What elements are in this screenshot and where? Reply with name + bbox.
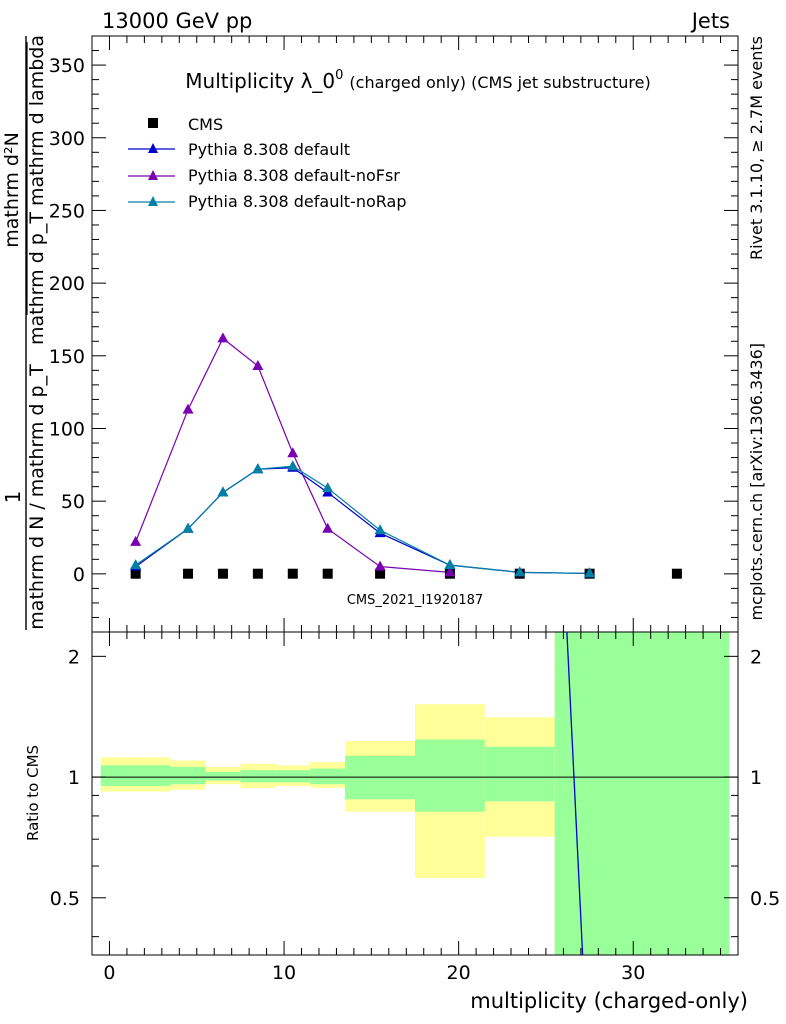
legend-marker-nofsr — [148, 170, 158, 180]
plot-title-main: Multiplicity λ_0 — [185, 69, 335, 93]
series-marker-2 — [584, 567, 596, 578]
ratio-tick-label-right: 1 — [750, 767, 762, 789]
y-tick-label: 150 — [49, 346, 85, 368]
series-marker-2 — [444, 559, 456, 570]
y-axis-label-main: 1 mathrm d N / mathrm d p_T mathrm d²N m… — [1, 35, 48, 630]
y-tick-label: 0 — [73, 564, 85, 586]
series-marker-2 — [322, 482, 334, 493]
series-marker-2 — [182, 522, 194, 533]
ratio-band-green — [170, 766, 206, 785]
y-tick-label: 50 — [61, 491, 85, 513]
ratio-band-green — [275, 770, 311, 783]
legend-label-default: Pythia 8.308 default — [188, 140, 350, 159]
series-marker-2 — [287, 460, 299, 471]
ratio-tick-label-right: 0.5 — [750, 888, 780, 910]
header-right: Jets — [690, 9, 730, 33]
data-point-cms — [287, 568, 298, 579]
series-marker-1 — [182, 403, 194, 414]
y-tick-label: 250 — [49, 200, 85, 222]
y-tick-label: 200 — [49, 273, 85, 295]
ratio-line-default — [566, 631, 584, 956]
x-tick-label: 20 — [447, 962, 471, 984]
plot-title-sup: 0 — [335, 68, 343, 83]
y-label-fraction-denominator: mathrm d N / mathrm d p_T — [26, 364, 48, 630]
series-marker-2 — [374, 524, 386, 535]
ratio-band-green — [100, 765, 171, 786]
series-line-0 — [135, 467, 590, 575]
ratio-plot-frame — [91, 631, 739, 956]
mcplots-label: mcplots.cern.ch [arXiv:1306.3436] — [747, 343, 766, 620]
y-tick-label: 300 — [49, 128, 85, 150]
ratio-tick-label-right: 2 — [750, 646, 762, 668]
data-point-cms — [375, 568, 386, 579]
data-point-cms — [183, 568, 194, 579]
series-marker-1 — [374, 560, 386, 571]
series-marker-1 — [252, 359, 264, 370]
data-point-cms — [322, 568, 333, 579]
y-label-fraction-numerator: 1 — [1, 491, 25, 504]
y-label-denominator: mathrm d p_T mathrm d lambda — [26, 35, 48, 345]
series-marker-2 — [514, 566, 526, 577]
svg-text:Multiplicity λ_00(charged only: Multiplicity λ_00 (charged only) (CMS jet… — [185, 68, 650, 93]
legend-marker-default — [148, 143, 158, 153]
ratio-tick-label-left: 2 — [68, 646, 80, 668]
y-tick-label: 100 — [49, 418, 85, 440]
ratio-band-green — [240, 770, 276, 783]
series-line-1 — [135, 337, 450, 573]
legend-label-nofsr: Pythia 8.308 default-noFsr — [188, 166, 400, 185]
data-point-cms — [130, 568, 141, 579]
series-marker-1 — [322, 522, 334, 533]
x-axis-label: multiplicity (charged-only) — [470, 989, 748, 1013]
ratio-band-green — [205, 771, 241, 781]
legend: CMS Pythia 8.308 default Pythia 8.308 de… — [128, 115, 406, 211]
x-tick-label: 10 — [272, 962, 296, 984]
ratio-bands — [100, 632, 730, 955]
plot-title-suffix: (charged only) (CMS jet substructure) — [349, 73, 650, 92]
legend-label-norap: Pythia 8.308 default-noRap — [188, 192, 406, 211]
header-left: 13000 GeV pp — [102, 9, 252, 33]
y-axis-label-ratio: Ratio to CMS — [24, 745, 42, 841]
x-tick-label: 30 — [621, 962, 645, 984]
legend-marker-norap — [148, 196, 158, 206]
series-marker-2 — [217, 486, 229, 497]
ratio-band-green — [415, 739, 485, 812]
ratio-band-green — [554, 632, 730, 955]
y-label-numerator: mathrm d²N — [1, 132, 23, 248]
ratio-content — [92, 631, 738, 956]
rivet-label: Rivet 3.1.10, ≥ 2.7M events — [747, 36, 766, 260]
ratio-tick-label-left: 1 — [68, 767, 80, 789]
data-point-cms — [217, 568, 228, 579]
ratio-band-green — [310, 768, 346, 785]
legend-label-cms: CMS — [188, 115, 223, 134]
ratio-panel — [91, 631, 739, 956]
series-marker-2 — [130, 559, 142, 570]
data-point-cms — [252, 568, 263, 579]
series-marker-1 — [130, 535, 142, 546]
legend-marker-cms — [148, 118, 158, 128]
series-line-2 — [135, 465, 590, 575]
plot-title: Multiplicity λ_00 (charged only) (CMS jet… — [185, 68, 650, 93]
series-marker-1 — [287, 447, 299, 458]
main-content — [130, 332, 682, 579]
series-marker-1 — [217, 332, 229, 343]
series-marker-2 — [252, 463, 264, 474]
watermark: CMS_2021_I1920187 — [347, 593, 483, 608]
y-tick-label: 350 — [49, 55, 85, 77]
series-marker-1 — [444, 566, 456, 577]
ratio-tick-label-left: 0.5 — [50, 888, 80, 910]
data-point-cms — [671, 568, 682, 579]
ratio-band-green — [484, 746, 555, 802]
x-tick-label: 0 — [103, 962, 115, 984]
